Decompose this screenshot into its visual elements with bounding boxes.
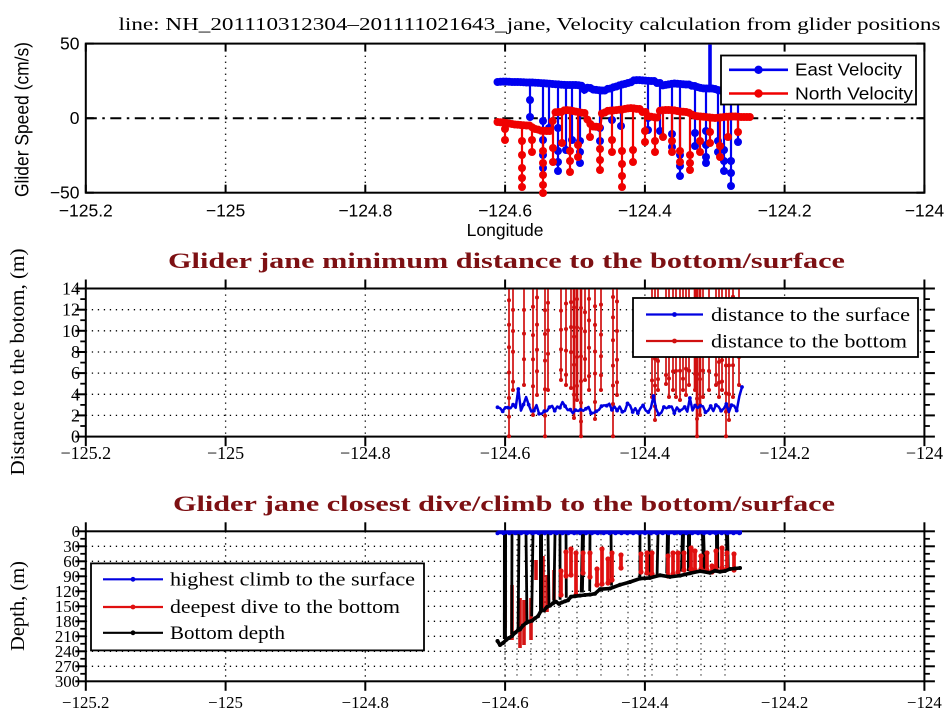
- svg-text:−124.2: −124.2: [758, 201, 812, 221]
- svg-text:Depth, (m): Depth, (m): [8, 561, 29, 651]
- svg-text:distance to the surface: distance to the surface: [711, 305, 910, 326]
- svg-text:300: 300: [55, 672, 80, 691]
- svg-text:Bottom depth: Bottom depth: [170, 623, 286, 644]
- svg-text:North Velocity: North Velocity: [795, 83, 913, 103]
- svg-text:−124.6: −124.6: [481, 693, 528, 712]
- svg-text:−125: −125: [207, 443, 244, 463]
- svg-text:highest climb to the surface: highest climb to the surface: [170, 570, 415, 591]
- svg-text:−125.2: −125.2: [60, 443, 111, 463]
- svg-text:−124.8: −124.8: [340, 443, 391, 463]
- svg-text:East Velocity: East Velocity: [795, 60, 902, 80]
- svg-text:14: 14: [62, 279, 80, 299]
- svg-text:−124: −124: [905, 201, 945, 221]
- svg-text:−124.8: −124.8: [338, 201, 392, 221]
- svg-text:deepest dive to the bottom: deepest dive to the bottom: [170, 597, 400, 618]
- svg-text:line: NH_201110312304–20111102: line: NH_201110312304–201111021643_jane,…: [119, 14, 941, 34]
- svg-text:−124.4: −124.4: [621, 693, 669, 712]
- svg-text:Glider Speed (cm/s): Glider Speed (cm/s): [13, 42, 34, 197]
- svg-text:12: 12: [62, 300, 80, 320]
- svg-text:0: 0: [70, 108, 80, 128]
- svg-text:−124.4: −124.4: [620, 443, 671, 463]
- svg-text:−124: −124: [907, 693, 942, 712]
- svg-text:−124.4: −124.4: [618, 201, 672, 221]
- svg-text:10: 10: [62, 321, 80, 341]
- svg-text:−124.2: −124.2: [761, 693, 808, 712]
- svg-text:50: 50: [60, 34, 80, 54]
- svg-text:−124.6: −124.6: [478, 201, 532, 221]
- svg-text:Glider jane minimum distance t: Glider jane minimum distance to the bott…: [168, 248, 845, 273]
- svg-text:−124: −124: [906, 443, 943, 463]
- svg-text:6: 6: [71, 363, 80, 383]
- svg-text:distance to the bottom: distance to the bottom: [711, 332, 907, 353]
- svg-text:−125: −125: [206, 201, 245, 221]
- svg-text:−124.6: −124.6: [480, 443, 531, 463]
- svg-text:−124.8: −124.8: [342, 693, 389, 712]
- svg-text:−125: −125: [208, 693, 243, 712]
- svg-text:4: 4: [71, 384, 80, 404]
- svg-text:−125.2: −125.2: [62, 693, 109, 712]
- svg-text:8: 8: [71, 342, 80, 362]
- svg-text:Glider jane closest dive/climb: Glider jane closest dive/climb to the bo…: [173, 491, 835, 516]
- svg-text:−125.2: −125.2: [59, 201, 113, 221]
- svg-text:Longitude: Longitude: [467, 220, 544, 240]
- svg-text:Distance to the botom, (m): Distance to the botom, (m): [8, 249, 29, 476]
- svg-text:2: 2: [71, 405, 80, 425]
- svg-text:−124.2: −124.2: [759, 443, 810, 463]
